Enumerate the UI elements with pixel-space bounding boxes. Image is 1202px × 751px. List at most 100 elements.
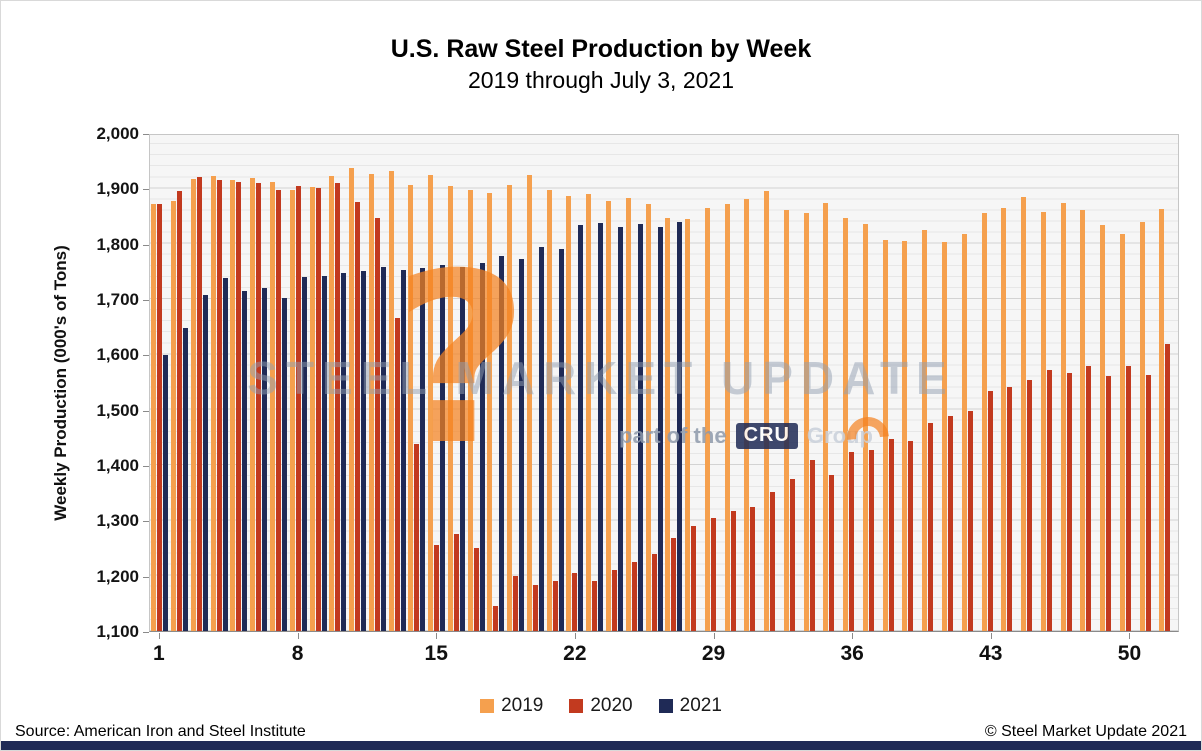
bar-2020-week-43 bbox=[987, 391, 993, 631]
y-axis-tick-label-1,200: 1,200 bbox=[96, 566, 139, 586]
y-axis-tick-label-1,400: 1,400 bbox=[96, 456, 139, 475]
bar-2019-week-31 bbox=[744, 198, 750, 631]
bar-2019-week-50 bbox=[1119, 234, 1125, 631]
bar-2019-week-4 bbox=[210, 176, 216, 631]
bar-2019-week-23 bbox=[586, 193, 592, 631]
chart-subtitle: 2019 through July 3, 2021 bbox=[468, 67, 734, 93]
bar-2020-week-1 bbox=[157, 203, 163, 631]
x-axis-tick-mark bbox=[297, 633, 299, 639]
week-group-24 bbox=[605, 135, 625, 631]
x-axis-tick-label-29: 29 bbox=[701, 642, 726, 665]
bar-2020-week-39 bbox=[908, 440, 914, 631]
bar-2019-week-43 bbox=[981, 213, 987, 631]
bar-2019-week-24 bbox=[605, 201, 611, 631]
bar-2020-week-9 bbox=[315, 188, 321, 631]
bar-2020-week-47 bbox=[1066, 373, 1072, 631]
x-axis-tick-label-8: 8 bbox=[291, 642, 304, 665]
week-group-12 bbox=[367, 135, 387, 631]
bar-2019-week-38 bbox=[882, 239, 888, 631]
bar-2019-week-51 bbox=[1139, 221, 1145, 631]
bar-2019-week-44 bbox=[1001, 207, 1007, 631]
week-group-34 bbox=[802, 135, 822, 631]
bar-2019-week-14 bbox=[408, 184, 414, 631]
bar-2020-week-29 bbox=[710, 518, 716, 631]
bar-2020-week-36 bbox=[849, 452, 855, 631]
legend-item-2020: 2020 bbox=[569, 695, 633, 717]
bar-2020-week-49 bbox=[1106, 376, 1112, 631]
bar-2021-week-21 bbox=[558, 249, 564, 631]
bar-2021-week-2 bbox=[183, 327, 189, 631]
bar-2021-week-25 bbox=[637, 224, 643, 631]
plot-area bbox=[149, 134, 1179, 632]
week-group-14 bbox=[407, 135, 427, 631]
bar-2020-week-32 bbox=[770, 491, 776, 631]
bar-2021-week-14 bbox=[420, 268, 426, 631]
legend-label-2020: 2020 bbox=[590, 695, 633, 716]
bar-2021-week-18 bbox=[499, 256, 505, 631]
bar-2019-week-27 bbox=[665, 217, 671, 631]
bar-2019-week-33 bbox=[783, 209, 789, 631]
week-group-45 bbox=[1020, 135, 1040, 631]
bar-2020-week-48 bbox=[1086, 366, 1092, 631]
bar-2020-week-15 bbox=[434, 545, 440, 631]
week-group-48 bbox=[1079, 135, 1099, 631]
bar-2021-week-22 bbox=[578, 224, 584, 631]
bar-2021-week-4 bbox=[222, 278, 228, 631]
week-group-25 bbox=[624, 135, 644, 631]
bar-2020-week-50 bbox=[1125, 366, 1131, 631]
week-group-4 bbox=[209, 135, 229, 631]
week-group-32 bbox=[763, 135, 783, 631]
bar-2019-week-28 bbox=[685, 218, 691, 631]
y-axis-tick-mark bbox=[143, 300, 149, 301]
bar-2020-week-40 bbox=[928, 422, 934, 631]
bar-2019-week-15 bbox=[428, 174, 434, 631]
bar-2019-week-5 bbox=[230, 180, 236, 631]
bar-2020-week-42 bbox=[967, 410, 973, 631]
week-group-31 bbox=[743, 135, 763, 631]
week-group-44 bbox=[1000, 135, 1020, 631]
chart-title: U.S. Raw Steel Production by Week bbox=[390, 35, 812, 63]
bar-2021-week-26 bbox=[657, 227, 663, 631]
week-group-43 bbox=[980, 135, 1000, 631]
y-axis-tick-label-1,500: 1,500 bbox=[96, 400, 139, 420]
bar-2019-week-48 bbox=[1080, 209, 1086, 631]
x-axis-tick-label-22: 22 bbox=[563, 642, 587, 665]
bar-2019-week-22 bbox=[566, 195, 572, 631]
bar-2020-week-51 bbox=[1145, 374, 1151, 631]
week-group-50 bbox=[1119, 135, 1139, 631]
x-axis-tick-label-36: 36 bbox=[840, 642, 864, 665]
bar-2020-week-16 bbox=[453, 534, 459, 631]
week-group-26 bbox=[644, 135, 664, 631]
y-axis-tick-mark bbox=[143, 632, 149, 633]
week-group-11 bbox=[348, 135, 368, 631]
bar-2020-week-4 bbox=[216, 180, 222, 631]
bar-2021-week-24 bbox=[617, 227, 623, 631]
y-axis-tick-label-2,000: 2,000 bbox=[96, 124, 139, 143]
week-group-9 bbox=[308, 135, 328, 631]
bar-2019-week-29 bbox=[704, 207, 710, 631]
bar-2019-week-30 bbox=[724, 203, 730, 631]
bar-2020-week-24 bbox=[611, 570, 617, 631]
bar-2020-week-17 bbox=[473, 548, 479, 631]
bar-2020-week-45 bbox=[1027, 379, 1033, 631]
week-group-6 bbox=[249, 135, 269, 631]
bar-2019-week-35 bbox=[823, 202, 829, 631]
week-group-51 bbox=[1138, 135, 1158, 631]
legend-swatch-2019 bbox=[480, 699, 495, 713]
week-group-49 bbox=[1099, 135, 1119, 631]
week-group-28 bbox=[684, 135, 704, 631]
copyright-note: © Steel Market Update 2021 bbox=[984, 723, 1187, 740]
bar-2021-week-16 bbox=[459, 267, 465, 631]
source-note: Source: American Iron and Steel Institut… bbox=[15, 723, 306, 740]
week-group-30 bbox=[723, 135, 743, 631]
bar-2019-week-8 bbox=[289, 190, 295, 631]
bar-2019-week-46 bbox=[1040, 212, 1046, 631]
week-group-1 bbox=[150, 135, 170, 631]
y-axis-tick-mark bbox=[143, 355, 149, 357]
bar-2019-week-1 bbox=[151, 203, 157, 631]
bar-2019-week-45 bbox=[1021, 196, 1027, 631]
bar-2021-week-13 bbox=[400, 270, 406, 631]
bar-2020-week-10 bbox=[335, 182, 341, 631]
bar-2019-week-17 bbox=[467, 190, 473, 631]
bar-2021-week-5 bbox=[242, 290, 248, 631]
